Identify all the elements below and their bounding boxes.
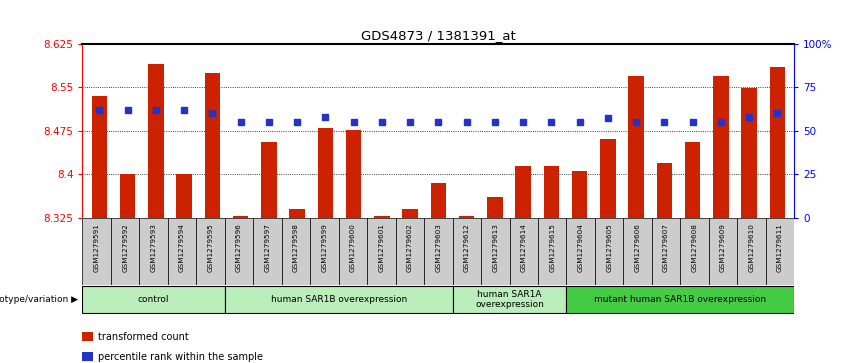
Text: GSM1279598: GSM1279598: [293, 223, 299, 272]
Text: GSM1279608: GSM1279608: [692, 223, 698, 272]
Text: genotype/variation ▶: genotype/variation ▶: [0, 295, 78, 304]
Text: GSM1279597: GSM1279597: [265, 223, 271, 272]
Text: human SAR1B overexpression: human SAR1B overexpression: [271, 295, 407, 304]
Text: transformed count: transformed count: [98, 332, 189, 342]
Text: GSM1279603: GSM1279603: [436, 223, 441, 272]
Bar: [766, 218, 794, 285]
Bar: [459, 216, 474, 218]
Text: GSM1279591: GSM1279591: [94, 223, 100, 272]
Text: GSM1279595: GSM1279595: [207, 223, 214, 272]
Bar: [600, 139, 615, 218]
Bar: [681, 218, 709, 285]
Text: GSM1279600: GSM1279600: [350, 223, 356, 272]
Bar: [572, 171, 588, 218]
Bar: [709, 218, 737, 285]
Text: GSM1279611: GSM1279611: [777, 223, 783, 272]
Text: GSM1279607: GSM1279607: [663, 223, 669, 272]
Text: GSM1279615: GSM1279615: [549, 223, 556, 272]
Text: GSM1279604: GSM1279604: [578, 223, 583, 272]
Text: mutant human SAR1B overexpression: mutant human SAR1B overexpression: [595, 295, 766, 304]
Text: GSM1279599: GSM1279599: [321, 223, 327, 272]
Bar: [225, 286, 452, 313]
Bar: [652, 218, 681, 285]
Bar: [538, 218, 567, 285]
Bar: [481, 218, 510, 285]
Bar: [120, 174, 135, 218]
Bar: [452, 218, 481, 285]
Bar: [737, 218, 766, 285]
Bar: [510, 218, 538, 285]
Bar: [367, 218, 396, 285]
Text: GSM1279601: GSM1279601: [378, 223, 385, 272]
Bar: [543, 166, 559, 218]
Bar: [282, 218, 310, 285]
Bar: [345, 130, 361, 218]
Bar: [176, 174, 192, 218]
Text: percentile rank within the sample: percentile rank within the sample: [98, 352, 263, 362]
Text: GSM1279592: GSM1279592: [122, 223, 128, 272]
Bar: [567, 286, 794, 313]
Bar: [289, 209, 305, 218]
Bar: [205, 73, 220, 218]
Bar: [92, 96, 107, 218]
Bar: [396, 218, 424, 285]
Bar: [374, 216, 390, 218]
Text: GSM1279614: GSM1279614: [521, 223, 527, 272]
Bar: [713, 76, 728, 218]
Text: GSM1279609: GSM1279609: [720, 223, 726, 272]
Bar: [516, 166, 531, 218]
Bar: [318, 128, 333, 218]
Bar: [623, 218, 652, 285]
Text: human SAR1A
overexpression: human SAR1A overexpression: [475, 290, 544, 309]
Text: GSM1279593: GSM1279593: [151, 223, 156, 272]
Bar: [196, 218, 225, 285]
Text: GSM1279610: GSM1279610: [748, 223, 754, 272]
Text: GSM1279594: GSM1279594: [179, 223, 185, 272]
Bar: [82, 286, 225, 313]
Text: GSM1279605: GSM1279605: [606, 223, 612, 272]
Bar: [111, 218, 140, 285]
Text: GSM1279613: GSM1279613: [492, 223, 498, 272]
Bar: [261, 142, 277, 218]
Bar: [310, 218, 339, 285]
Bar: [82, 218, 111, 285]
Bar: [424, 218, 452, 285]
Text: GSM1279606: GSM1279606: [635, 223, 641, 272]
Title: GDS4873 / 1381391_at: GDS4873 / 1381391_at: [361, 29, 516, 42]
Bar: [770, 67, 785, 218]
Text: GSM1279612: GSM1279612: [464, 223, 470, 272]
Bar: [403, 209, 418, 218]
Bar: [656, 163, 672, 218]
Text: GSM1279602: GSM1279602: [407, 223, 413, 272]
Bar: [225, 218, 253, 285]
Text: control: control: [138, 295, 169, 304]
Bar: [685, 142, 700, 218]
Bar: [431, 183, 446, 218]
Bar: [567, 218, 595, 285]
Bar: [741, 88, 757, 218]
Bar: [452, 286, 567, 313]
Bar: [140, 218, 168, 285]
Bar: [595, 218, 623, 285]
Bar: [487, 197, 503, 218]
Bar: [339, 218, 367, 285]
Bar: [168, 218, 196, 285]
Text: GSM1279596: GSM1279596: [236, 223, 242, 272]
Bar: [148, 64, 164, 218]
Bar: [233, 216, 248, 218]
Bar: [253, 218, 282, 285]
Bar: [628, 76, 644, 218]
